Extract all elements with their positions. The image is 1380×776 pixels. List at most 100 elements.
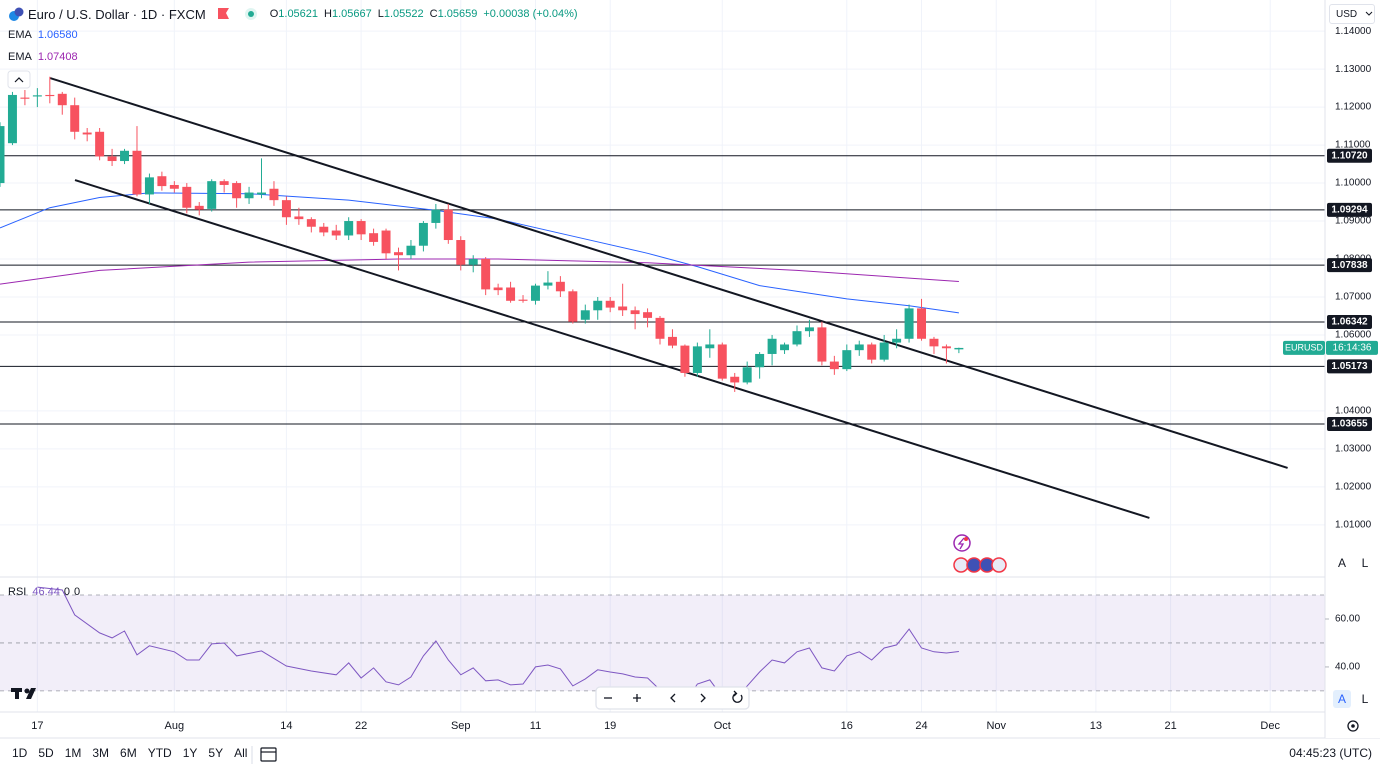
- candle-body: [257, 192, 266, 195]
- timeframe-button[interactable]: YTD: [147, 746, 172, 760]
- candle-body: [892, 338, 902, 343]
- flag-icon[interactable]: [216, 7, 232, 21]
- candle-body: [730, 376, 740, 383]
- ema-legend: EMA 1.06580: [8, 29, 84, 41]
- rsi-tick-label: 60.00: [1335, 614, 1360, 625]
- currency-select[interactable]: USD: [1329, 4, 1375, 24]
- candle-body: [667, 336, 677, 346]
- timeframe-button[interactable]: 1D: [12, 746, 28, 760]
- timeframe-button[interactable]: 1M: [64, 746, 82, 760]
- candle-body: [294, 216, 304, 220]
- ohlc-value: 1.05621: [278, 8, 319, 20]
- candle-body: [32, 95, 42, 97]
- x-tick-label: 22: [355, 720, 367, 732]
- event-icons[interactable]: [953, 534, 1007, 573]
- y-tick-label: 1.03000: [1335, 444, 1372, 455]
- plot-layer: [0, 76, 1325, 704]
- candle-body: [879, 342, 889, 360]
- candle-body: [692, 346, 702, 373]
- legend-name: RSI: [8, 586, 27, 598]
- candle-body: [929, 338, 939, 347]
- timeframe-button[interactable]: 5D: [38, 746, 54, 760]
- symbol-tag: EURUSD: [1285, 342, 1324, 352]
- candle-body: [194, 205, 204, 210]
- candle-body: [680, 345, 690, 373]
- level-label-box: [1327, 314, 1372, 329]
- scale-button[interactable]: L: [1361, 556, 1369, 570]
- level-label-box: [1327, 359, 1372, 374]
- candle-body: [792, 331, 802, 345]
- timeframe-button[interactable]: 3M: [92, 746, 110, 760]
- candle-body: [829, 361, 839, 370]
- x-tick-label: 24: [915, 720, 927, 732]
- candle-body: [157, 176, 167, 187]
- candle-body: [269, 188, 279, 201]
- settings-button[interactable]: [1347, 720, 1359, 732]
- ohlc-key: L: [377, 8, 384, 20]
- candle-body: [418, 222, 428, 246]
- legend-value: 1.06580: [37, 29, 78, 41]
- x-tick-label: 19: [604, 720, 616, 732]
- timeframe-button[interactable]: 6M: [120, 746, 137, 760]
- y-tick-label: 1.07000: [1335, 292, 1372, 303]
- candle-body: [630, 310, 640, 315]
- candle-body: [244, 192, 254, 199]
- x-tick-label: Oct: [714, 720, 731, 732]
- x-tick-label: Sep: [451, 720, 471, 732]
- x-tick-label: 11: [530, 720, 541, 732]
- candle-body: [917, 308, 927, 339]
- legend-extra: 0: [74, 586, 81, 598]
- y-tick-label: 1.13000: [1335, 64, 1372, 75]
- candle-body: [954, 347, 964, 350]
- scale-button[interactable]: L: [1361, 692, 1369, 706]
- y-tick-label: 1.12000: [1335, 102, 1372, 113]
- candle-body: [705, 344, 715, 349]
- candle-body: [132, 150, 142, 195]
- candle-body: [7, 94, 17, 144]
- level-label-box: [1327, 417, 1372, 432]
- y-tick-label: 1.06000: [1335, 330, 1372, 341]
- x-tick-label: 17: [31, 720, 43, 732]
- timeframe-button[interactable]: All: [234, 746, 248, 760]
- y-tick-label: 1.09000: [1335, 216, 1372, 227]
- candle-body: [817, 327, 827, 362]
- candle-body: [543, 282, 553, 286]
- scale-button[interactable]: A: [1337, 556, 1346, 570]
- level-label: 1.07838: [1331, 260, 1368, 271]
- rsi-legend: RSI 46.44 0 0: [8, 586, 84, 598]
- candle-body: [493, 287, 503, 291]
- candle-body: [406, 245, 416, 256]
- candle-body: [356, 221, 366, 235]
- timeframe-button[interactable]: 1Y: [182, 746, 198, 760]
- timeframe-button[interactable]: 5Y: [208, 746, 224, 760]
- scale-button[interactable]: A: [1333, 690, 1351, 708]
- candle-body: [344, 221, 354, 236]
- date-range-button[interactable]: [251, 746, 277, 764]
- ohlc-key: C: [429, 8, 438, 20]
- zoom-controls[interactable]: [595, 686, 750, 710]
- candle-body: [394, 252, 403, 256]
- rsi-tick-label: 40.00: [1335, 662, 1360, 673]
- legend-name: EMA: [8, 51, 32, 63]
- level-label: 1.03655: [1331, 419, 1368, 430]
- candle-body: [568, 291, 578, 322]
- candle-body: [369, 233, 379, 242]
- candle-body: [593, 300, 603, 311]
- candle-body: [481, 259, 491, 290]
- candle-body: [605, 300, 615, 308]
- candle-body: [904, 308, 914, 339]
- ohlc-key: H: [324, 8, 332, 20]
- level-label: 1.05173: [1331, 361, 1368, 372]
- level-label: 1.06342: [1331, 317, 1368, 328]
- candle-body: [767, 338, 777, 354]
- candle-body: [717, 344, 727, 379]
- x-tick-label: Dec: [1260, 720, 1280, 732]
- ohlc-value: 1.05659: [437, 8, 478, 20]
- ohlc-key: O: [269, 8, 279, 20]
- collapse-button[interactable]: [7, 70, 31, 89]
- timeframes: 1D 5D 1M 3M 6M YTD 1Y 5Y All: [12, 746, 247, 760]
- symbol-title: Euro / U.S. Dollar · 1D · FXCM: [28, 6, 206, 22]
- countdown-box: [1326, 340, 1378, 355]
